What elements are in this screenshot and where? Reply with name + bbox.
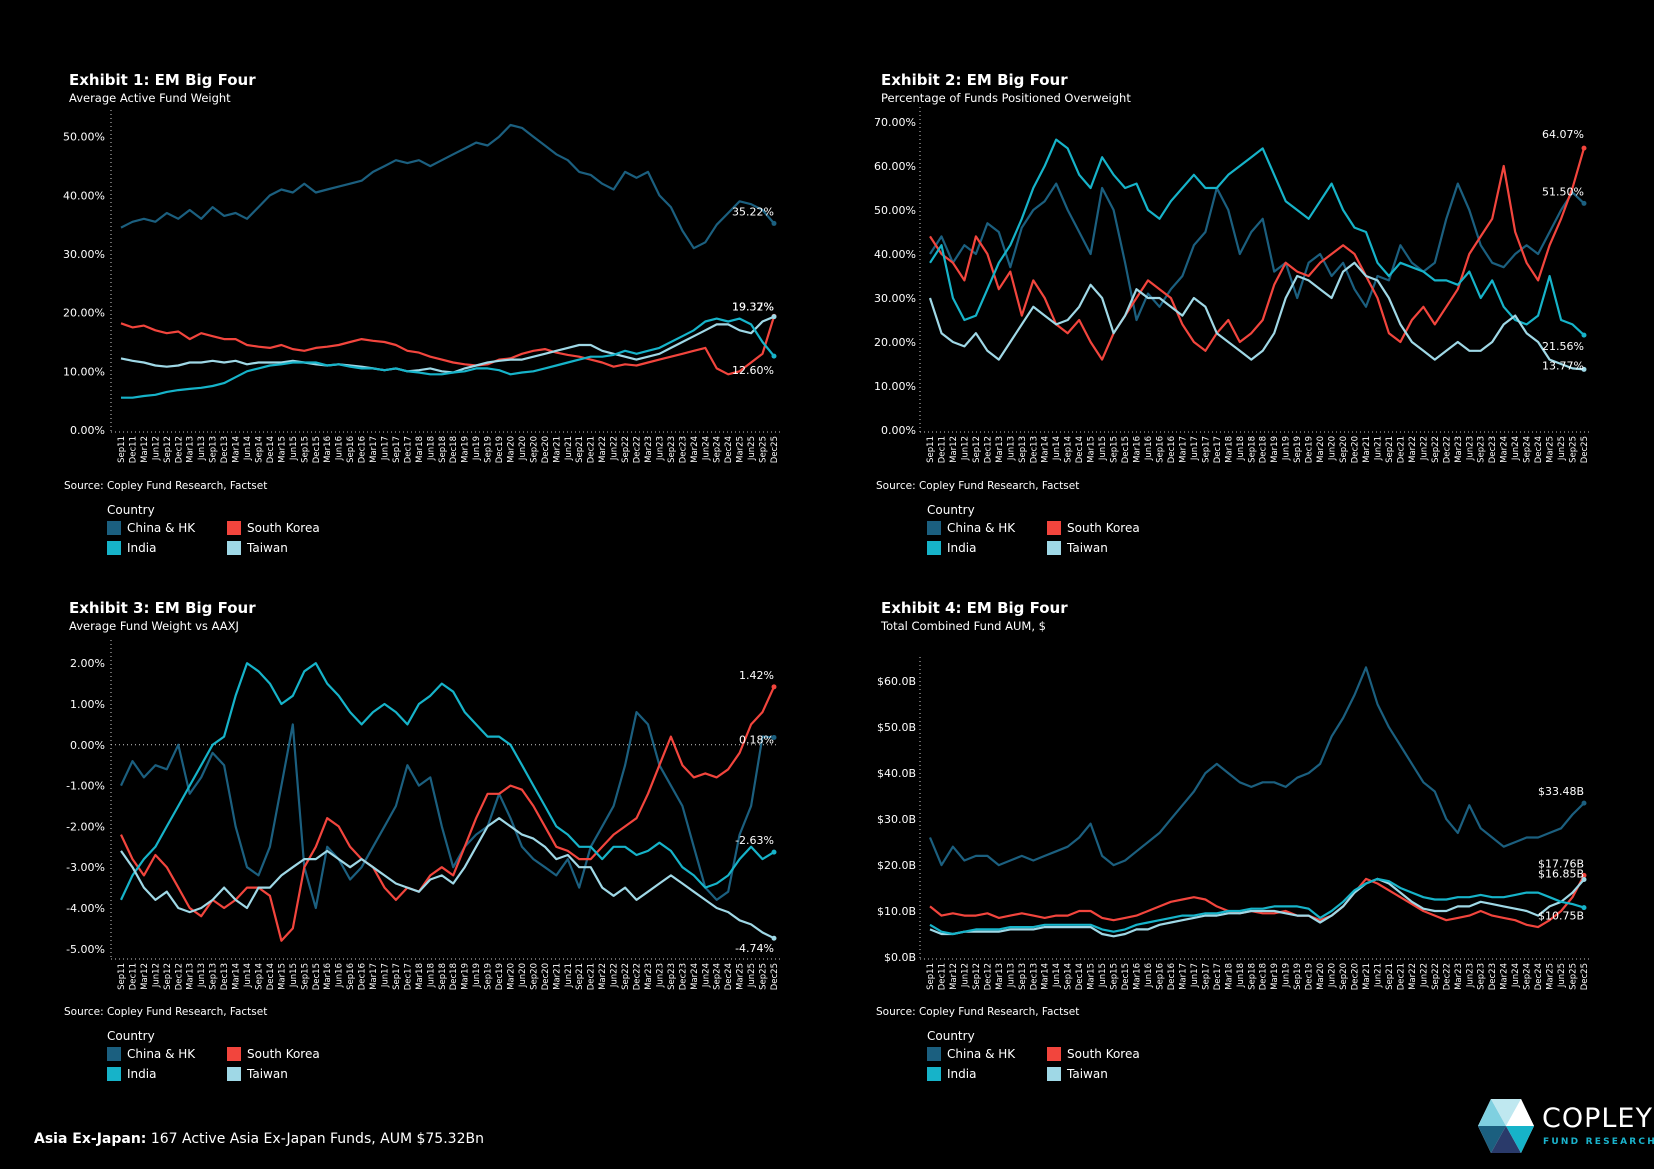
footer-text: 167 Active Asia Ex-Japan Funds, AUM $75.… [146, 1131, 484, 1147]
legend-item-korea[interactable]: South Korea [1047, 1047, 1140, 1061]
legend-title: Country [107, 1029, 155, 1043]
legend-label: Taiwan [1067, 1067, 1108, 1081]
chart-subtitle: Total Combined Fund AUM, $ [881, 619, 1046, 633]
chart-title: Exhibit 1: EM Big Four [69, 71, 256, 89]
taiwan-swatch [1047, 1067, 1061, 1081]
legend-item-india[interactable]: India [107, 1067, 156, 1081]
chart-subtitle: Average Fund Weight vs AAXJ [69, 619, 239, 633]
legend-title: Country [107, 503, 155, 517]
korea-swatch [1047, 521, 1061, 535]
legend-label: Taiwan [247, 541, 288, 555]
legend-label: India [127, 1067, 157, 1081]
legend-item-china[interactable]: China & HK [927, 1047, 1015, 1061]
legend-label: Taiwan [247, 1067, 288, 1081]
exhibit-1-panel: Exhibit 1: EM Big Four Average Active Fu… [69, 71, 869, 611]
korea-swatch [227, 521, 241, 535]
legend-item-taiwan[interactable]: Taiwan [227, 1067, 288, 1081]
chart-title: Exhibit 2: EM Big Four [881, 71, 1068, 89]
chart-subtitle: Percentage of Funds Positioned Overweigh… [881, 91, 1131, 105]
legend-item-china[interactable]: China & HK [107, 1047, 195, 1061]
legend-label: India [127, 541, 157, 555]
hexagon-logo-icon [1478, 1099, 1534, 1153]
india-swatch [107, 1067, 121, 1081]
china-swatch [107, 1047, 121, 1061]
footer-summary: Asia Ex-Japan: 167 Active Asia Ex-Japan … [34, 1131, 484, 1147]
copley-logo: COPLEY FUND RESEARCH [1476, 1097, 1654, 1157]
legend-label: Taiwan [1067, 541, 1108, 555]
legend-item-india[interactable]: India [927, 541, 976, 555]
india-swatch [927, 1067, 941, 1081]
exhibit-4-panel: Exhibit 4: EM Big Four Total Combined Fu… [881, 599, 1654, 1139]
korea-swatch [1047, 1047, 1061, 1061]
taiwan-swatch [227, 541, 241, 555]
legend-label: China & HK [947, 521, 1016, 535]
legend-label: South Korea [247, 1047, 320, 1061]
exhibit-2-source: Source: Copley Fund Research, Factset [876, 480, 1080, 492]
legend-item-korea[interactable]: South Korea [1047, 521, 1140, 535]
legend-item-taiwan[interactable]: Taiwan [1047, 1067, 1108, 1081]
legend-item-china[interactable]: China & HK [107, 521, 195, 535]
legend-label: India [947, 1067, 977, 1081]
legend-item-china[interactable]: China & HK [927, 521, 1015, 535]
india-swatch [107, 541, 121, 555]
taiwan-swatch [227, 1067, 241, 1081]
legend-item-taiwan[interactable]: Taiwan [227, 541, 288, 555]
legend-item-india[interactable]: India [927, 1067, 976, 1081]
korea-swatch [227, 1047, 241, 1061]
exhibit-3-panel: Exhibit 3: EM Big Four Average Fund Weig… [69, 599, 869, 1139]
china-swatch [107, 521, 121, 535]
legend-label: South Korea [1067, 1047, 1140, 1061]
legend-item-india[interactable]: India [107, 541, 156, 555]
logo-tagline: FUND RESEARCH [1543, 1137, 1654, 1147]
india-swatch [927, 541, 941, 555]
legend-item-korea[interactable]: South Korea [227, 1047, 320, 1061]
legend-label: South Korea [1067, 521, 1140, 535]
taiwan-swatch [1047, 541, 1061, 555]
legend-title: Country [927, 503, 975, 517]
logo-name: COPLEY [1542, 1103, 1653, 1134]
legend-label: China & HK [947, 1047, 1016, 1061]
chart-title: Exhibit 3: EM Big Four [69, 599, 256, 617]
legend-item-taiwan[interactable]: Taiwan [1047, 541, 1108, 555]
footer-region: Asia Ex-Japan: [34, 1131, 147, 1147]
exhibit-1-source: Source: Copley Fund Research, Factset [64, 480, 268, 492]
legend-item-korea[interactable]: South Korea [227, 521, 320, 535]
chart-title: Exhibit 4: EM Big Four [881, 599, 1068, 617]
exhibit-4-source: Source: Copley Fund Research, Factset [876, 1006, 1080, 1018]
legend-label: India [947, 541, 977, 555]
exhibit-3-source: Source: Copley Fund Research, Factset [64, 1006, 268, 1018]
legend-title: Country [927, 1029, 975, 1043]
exhibit-2-panel: Exhibit 2: EM Big Four Percentage of Fun… [881, 71, 1654, 611]
legend-label: South Korea [247, 521, 320, 535]
legend-label: China & HK [127, 1047, 196, 1061]
china-swatch [927, 521, 941, 535]
legend-label: China & HK [127, 521, 196, 535]
chart-subtitle: Average Active Fund Weight [69, 91, 231, 105]
china-swatch [927, 1047, 941, 1061]
